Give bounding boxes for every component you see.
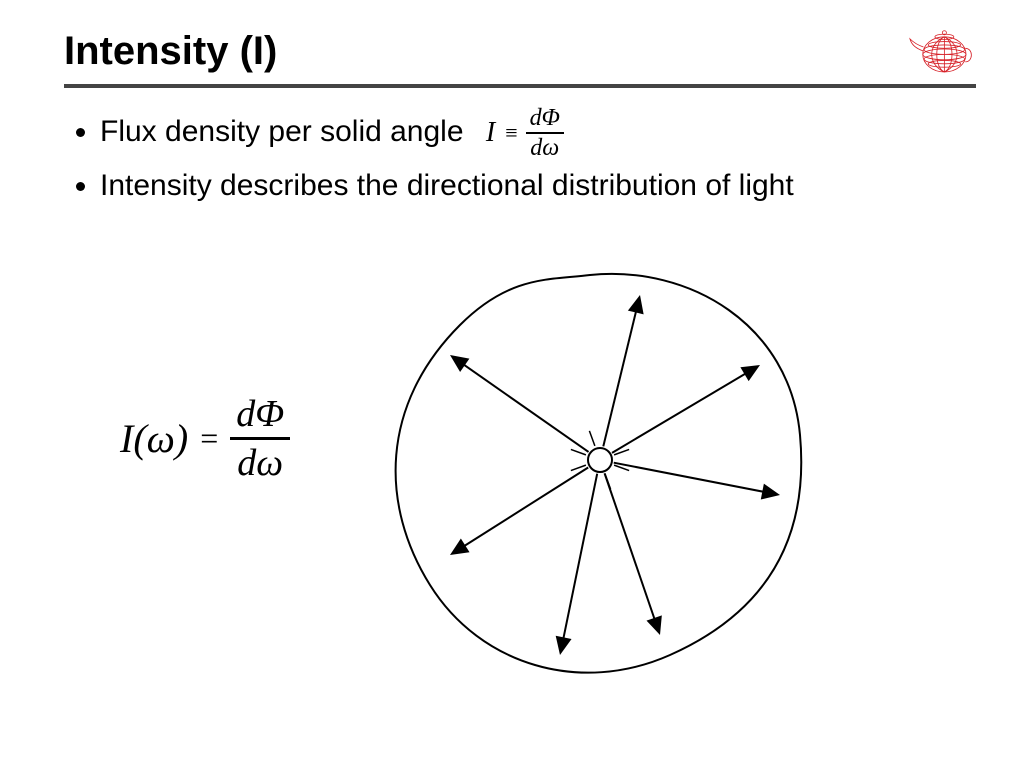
arrowhead-icon <box>450 539 470 555</box>
formula-lhs: I <box>486 114 495 152</box>
ray-line <box>459 467 588 549</box>
arrowhead-icon <box>647 615 662 635</box>
ray-line <box>459 361 589 452</box>
bullet-text: Intensity describes the directional dist… <box>100 169 794 202</box>
ray-line <box>603 305 637 446</box>
formula-equals: = <box>200 420 218 457</box>
boundary-curve <box>396 274 802 673</box>
ray-line <box>614 463 770 493</box>
formula-lhs: I(ω) <box>120 415 188 462</box>
inline-formula: I ≡ dΦ dω <box>486 106 564 160</box>
arrowhead-icon <box>761 484 780 500</box>
slide-title: Intensity (I) <box>64 29 277 74</box>
slide-header: Intensity (I) <box>64 24 976 88</box>
main-formula: I(ω) = dΦ dω <box>120 395 290 482</box>
formula-equals: ≡ <box>505 118 517 148</box>
ray-line <box>605 473 657 625</box>
burst-tick <box>589 431 594 446</box>
denominator: dω <box>231 440 289 482</box>
teapot-logo-icon <box>906 24 976 78</box>
arrowhead-icon <box>450 355 469 372</box>
fraction: dΦ dω <box>526 106 564 160</box>
arrowhead-icon <box>556 636 572 655</box>
light-source <box>588 448 612 472</box>
ray-line <box>612 371 751 453</box>
arrowhead-icon <box>628 295 644 314</box>
burst-tick <box>605 474 610 489</box>
bullet-text: Flux density per solid angle <box>100 115 464 148</box>
bullet-item: Flux density per solid angle I ≡ dΦ dω <box>100 106 976 160</box>
numerator: dΦ <box>526 106 564 134</box>
radiance-diagram <box>330 235 850 705</box>
denominator: dω <box>526 134 563 160</box>
slide: Intensity (I) <box>0 0 1024 768</box>
ray-line <box>562 474 597 645</box>
bullet-item: Intensity describes the directional dist… <box>100 166 976 207</box>
arrowhead-icon <box>740 365 760 381</box>
bullet-list: Flux density per solid angle I ≡ dΦ dω I… <box>64 106 976 207</box>
fraction: dΦ dω <box>230 395 290 482</box>
burst-tick <box>571 449 586 454</box>
numerator: dΦ <box>230 395 290 440</box>
